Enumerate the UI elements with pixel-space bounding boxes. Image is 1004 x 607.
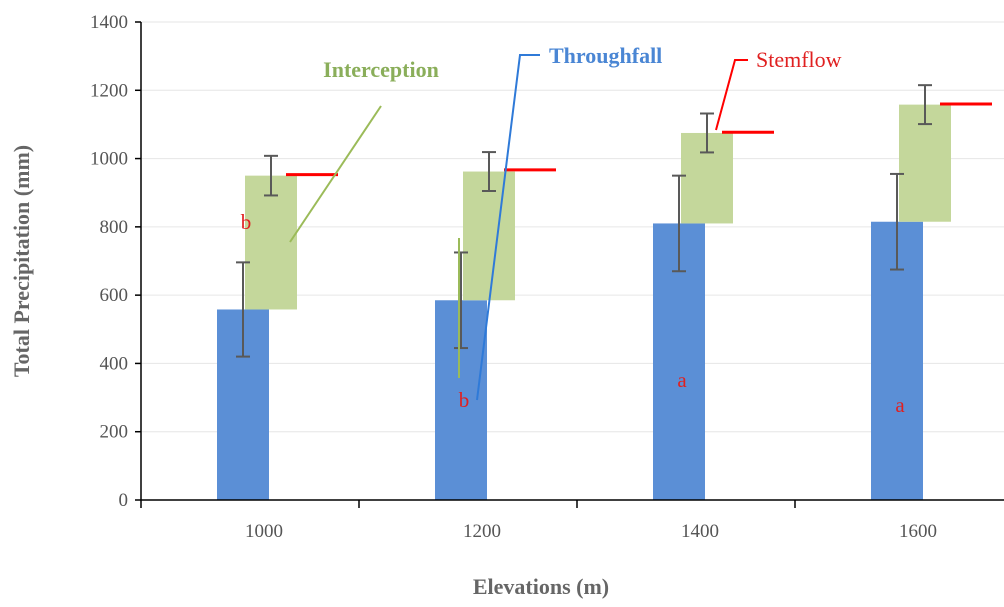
significance-labels: b b a a (241, 210, 906, 417)
throughfall-error-1600 (890, 172, 904, 271)
y-tick-label-800: 800 (100, 217, 129, 238)
significance-label-1200: b (459, 388, 470, 412)
significance-label-1000: b (241, 210, 252, 234)
throughfall-legend-label: Throughfall (549, 43, 662, 68)
y-tick-label-400: 400 (100, 353, 129, 374)
significance-label-1600: a (895, 393, 905, 417)
significance-label-1400: a (677, 368, 687, 392)
x-tick-labels: 1000 1200 1400 1600 (245, 521, 937, 542)
throughfall-leader-line (476, 54, 540, 401)
interception-error-1000 (264, 154, 278, 197)
throughfall-error-1000 (236, 261, 250, 358)
interception-error-1200 (482, 151, 496, 193)
interception-error-1600 (918, 84, 932, 126)
y-tick-label-200: 200 (100, 422, 129, 443)
y-tick-label-1200: 1200 (90, 80, 128, 101)
stemflow-leader-line (715, 59, 748, 131)
y-tick-label-0: 0 (119, 490, 129, 511)
throughfall-error-1200 (454, 251, 468, 350)
interception-leader-line-1 (289, 105, 382, 243)
axes (135, 21, 1004, 508)
legend-callouts: Interception Throughfall Stemflow (289, 43, 842, 401)
x-tick-label-1600: 1600 (899, 521, 937, 542)
throughfall-bars (217, 221, 923, 500)
x-axis-title: Elevations (m) (473, 574, 609, 599)
interception-bar-1200 (463, 171, 515, 301)
x-tick-label-1400: 1400 (681, 521, 719, 542)
y-tick-label-1000: 1000 (90, 149, 128, 170)
y-tick-label-1400: 1400 (90, 12, 128, 33)
interception-error-1400 (700, 112, 714, 154)
x-tick-label-1200: 1200 (463, 521, 501, 542)
interception-bars (245, 104, 951, 310)
error-bars (236, 84, 932, 358)
interception-legend-label: Interception (323, 57, 439, 82)
y-axis-title: Total Precipitation (mm) (9, 145, 34, 377)
x-tick-label-1000: 1000 (245, 521, 283, 542)
stemflow-marks (286, 102, 992, 177)
y-tick-label-600: 600 (100, 285, 129, 306)
stemflow-legend-label: Stemflow (756, 47, 842, 72)
throughfall-error-1400 (672, 174, 686, 273)
y-tick-labels: 0 200 400 600 800 1000 1200 1400 (90, 12, 128, 511)
interception-bar-1000 (245, 175, 297, 310)
